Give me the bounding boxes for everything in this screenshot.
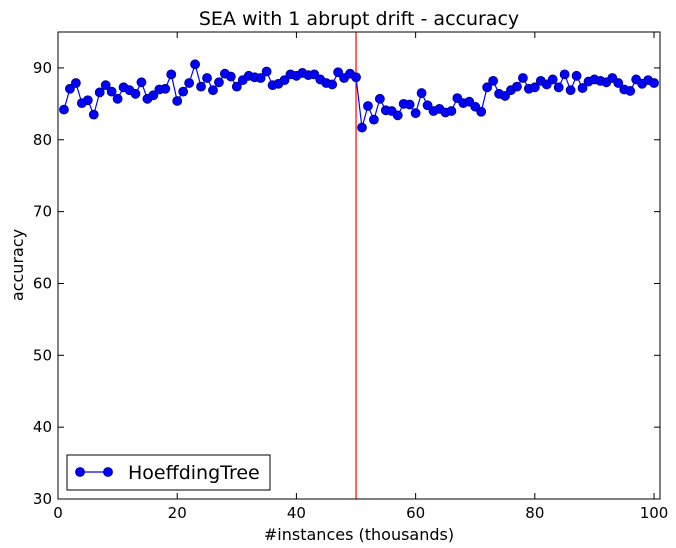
data-point [148,90,159,101]
plot-area [57,32,660,500]
data-point [208,85,218,96]
data-point [392,110,403,121]
data-point [225,71,236,82]
x-tick-label: 0 [53,504,63,522]
chart-title: SEA with 1 abrupt drift - accuracy [199,8,519,30]
data-point [476,106,487,117]
y-tick-label: 40 [33,418,52,436]
data-point [369,114,379,125]
data-point [261,66,272,77]
data-point [529,82,540,93]
legend: HoeffdingTree [66,454,271,491]
y-tick-label: 80 [33,131,52,149]
y-tick-label: 70 [33,203,52,221]
data-point [374,93,385,104]
x-tick-label: 80 [525,504,544,522]
data-point [70,78,81,88]
data-point [446,106,457,116]
data-point [482,82,493,93]
data-point [410,108,421,119]
data-point [500,91,510,101]
x-tick-label: 60 [406,504,425,522]
data-point [136,77,147,88]
data-point [357,122,367,133]
data-point [255,73,266,83]
data-point [553,82,564,93]
data-point [196,81,206,92]
y-tick-label: 60 [33,274,52,292]
data-point [518,73,528,83]
data-point [214,77,224,88]
y-axis-label: accuracy [8,229,27,301]
data-point [351,72,361,83]
data-point [88,109,99,120]
data-point [65,83,75,94]
data-point [172,96,183,106]
data-point [625,86,636,96]
legend-label: HoeffdingTree [128,462,260,484]
plot-frame [57,31,661,500]
data-point [178,86,189,97]
x-tick-label: 100 [640,504,669,522]
x-tick-label: 20 [168,504,187,522]
data-point [279,75,290,86]
data-point [130,88,141,99]
data-point [166,69,177,80]
data-point [571,70,582,81]
y-tick-label: 50 [33,346,52,364]
x-axis-label: #instances (thousands) [264,525,454,544]
data-point [327,79,338,90]
data-point [190,59,200,70]
y-tick-label: 30 [33,490,52,508]
x-tick-label: 40 [287,504,306,522]
data-point [547,74,558,85]
data-point [82,95,93,106]
data-point [231,81,242,92]
data-point [160,83,171,94]
legend-marker-right [103,467,113,477]
data-point [363,101,373,111]
data-point [422,100,433,111]
data-point [512,81,522,92]
data-point [106,86,117,97]
data-point [577,83,588,93]
data-point [404,99,415,110]
data-point [202,73,212,83]
data-point [184,78,195,88]
legend-marker-left [75,467,85,477]
data-point [488,75,499,86]
data-point [94,87,105,98]
data-point [112,93,123,104]
data-point [59,104,69,115]
data-point [559,69,570,80]
data-point [565,85,576,96]
y-tick-label: 90 [33,59,52,77]
data-point [649,78,659,88]
data-point [100,80,111,91]
data-point [333,67,344,78]
data-point [416,88,427,98]
data-point [613,78,624,88]
